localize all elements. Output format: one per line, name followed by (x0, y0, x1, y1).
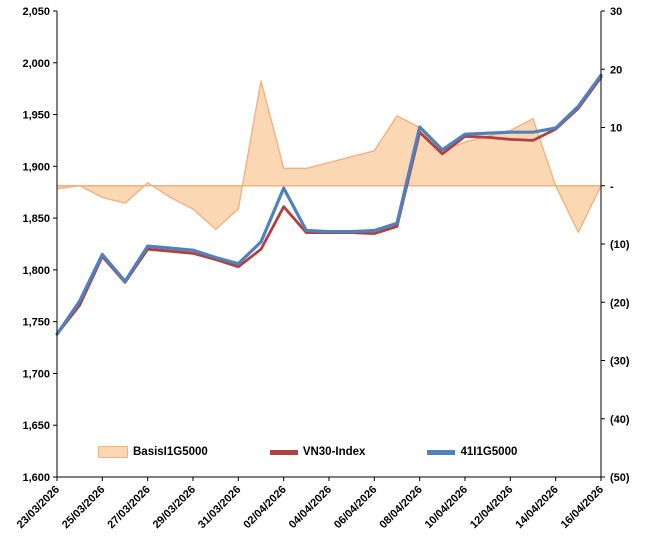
legend-label-vn30: VN30-Index (302, 446, 366, 458)
legend-label-basis: BasisI1G5000 (133, 446, 208, 458)
svg-text:29/03/2026: 29/03/2026 (151, 484, 198, 531)
svg-text:(20): (20) (610, 297, 630, 309)
svg-text:2,000: 2,000 (22, 58, 50, 70)
svg-text:-: - (610, 181, 614, 193)
svg-text:1,600: 1,600 (22, 472, 50, 484)
svg-text:1,700: 1,700 (22, 368, 50, 380)
vn30-line-swatch (269, 449, 298, 455)
svg-text:(40): (40) (610, 414, 630, 426)
legend-label-futures: 41I1G5000 (460, 446, 518, 458)
svg-text:16/04/2026: 16/04/2026 (559, 484, 606, 531)
svg-text:10/04/2026: 10/04/2026 (423, 484, 470, 531)
svg-text:02/04/2026: 02/04/2026 (241, 484, 288, 531)
legend-item-futures: 41I1G5000 (427, 446, 517, 458)
futures-line-swatch (427, 449, 456, 455)
legend-item-basis: BasisI1G5000 (98, 446, 208, 458)
svg-text:08/04/2026: 08/04/2026 (377, 484, 424, 531)
svg-text:1,650: 1,650 (22, 420, 50, 432)
svg-text:23/03/2026: 23/03/2026 (15, 484, 62, 531)
basis-area-swatch (98, 446, 128, 458)
svg-text:1,950: 1,950 (22, 110, 50, 122)
svg-text:1,850: 1,850 (22, 213, 50, 225)
svg-text:04/04/2026: 04/04/2026 (287, 484, 334, 531)
svg-text:(50): (50) (610, 472, 630, 484)
svg-text:1,750: 1,750 (22, 317, 50, 329)
legend-item-vn30: VN30-Index (269, 446, 366, 458)
svg-text:20: 20 (610, 64, 622, 76)
svg-text:(30): (30) (610, 356, 630, 368)
svg-text:25/03/2026: 25/03/2026 (60, 484, 107, 531)
svg-text:1,900: 1,900 (22, 161, 50, 173)
svg-text:12/04/2026: 12/04/2026 (468, 484, 515, 531)
legend: BasisI1G5000 VN30-Index 41I1G5000 (98, 446, 517, 458)
svg-text:1,800: 1,800 (22, 265, 50, 277)
svg-text:(10): (10) (610, 239, 630, 251)
svg-text:27/03/2026: 27/03/2026 (105, 484, 152, 531)
svg-text:10: 10 (610, 123, 622, 135)
svg-text:06/04/2026: 06/04/2026 (332, 484, 379, 531)
svg-text:2,050: 2,050 (22, 6, 50, 18)
svg-text:30: 30 (610, 6, 622, 18)
svg-text:14/04/2026: 14/04/2026 (513, 484, 560, 531)
svg-text:31/03/2026: 31/03/2026 (196, 484, 243, 531)
